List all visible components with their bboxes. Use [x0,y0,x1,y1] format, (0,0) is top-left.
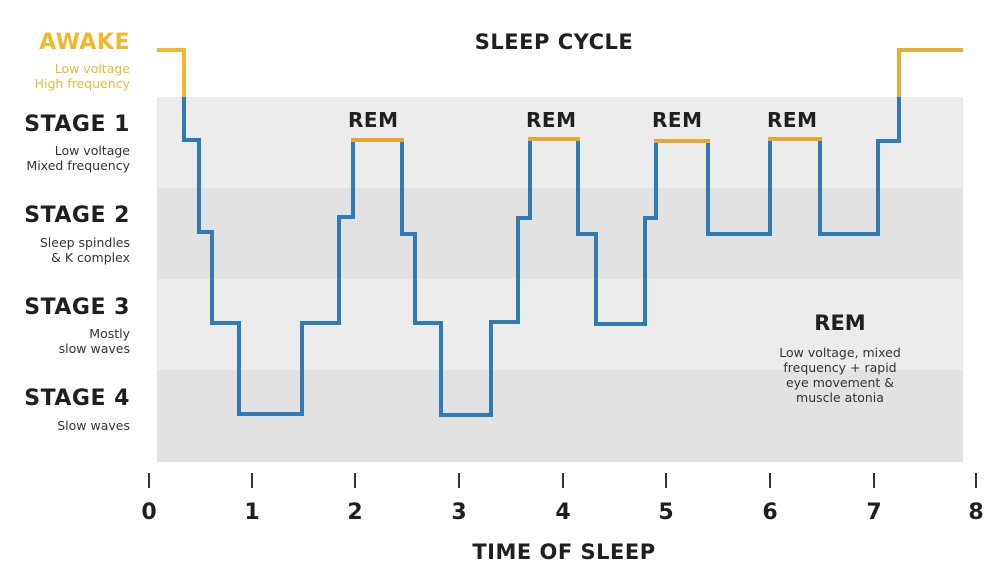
stage-label-stage-2: STAGE 2 [24,203,130,228]
x-tick-label-8: 8 [968,500,984,525]
x-tick-label-0: 0 [141,500,157,525]
rem-label-3: REM [652,108,703,132]
stage-label-stage-4: STAGE 4 [24,386,130,411]
x-tick-2 [354,473,356,488]
x-tick-8 [975,473,977,488]
rem-label-4: REM [767,108,818,132]
rem-legend-desc: Low voltage, mixed frequency + rapid eye… [779,345,901,405]
band-stage-1 [157,97,963,188]
rem-legend-title: REM [814,311,866,335]
x-tick-5 [665,473,667,488]
stage-label-stage-3: STAGE 3 [24,295,130,320]
x-tick-label-2: 2 [347,500,363,525]
stage-label-awake: AWAKE [39,30,130,55]
x-tick-3 [458,473,460,488]
awake-segment-start [157,48,186,97]
x-tick-label-4: 4 [555,500,571,525]
stage-desc-stage-2: Sleep spindles & K complex [39,235,130,265]
band-stage-3 [157,279,963,370]
awake-segment-end [897,48,963,97]
x-tick-label-3: 3 [451,500,467,525]
x-tick-0 [148,473,150,488]
stage-desc-stage-1: Low voltage Mixed frequency [26,143,130,173]
stage-desc-awake: Low voltage High frequency [34,61,130,91]
x-tick-7 [873,473,875,488]
rem-label-1: REM [348,108,399,132]
stage-desc-stage-3: Mostly slow waves [58,326,130,356]
stage-desc-stage-4: Slow waves [57,418,130,433]
chart-title: SLEEP CYCLE [474,30,634,54]
sleep-stage-line [182,97,901,417]
stage-label-stage-1: STAGE 1 [24,112,130,137]
x-tick-label-6: 6 [762,500,778,525]
x-axis-label: TIME OF SLEEP [472,540,656,564]
x-tick-6 [769,473,771,488]
x-tick-label-7: 7 [866,500,882,525]
x-tick-label-5: 5 [658,500,674,525]
rem-label-2: REM [526,108,577,132]
x-tick-label-1: 1 [244,500,260,525]
x-tick-4 [562,473,564,488]
x-tick-1 [251,473,253,488]
